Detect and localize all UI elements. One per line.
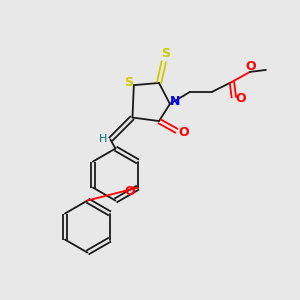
Text: O: O (236, 92, 246, 105)
Text: O: O (246, 60, 256, 74)
Text: N: N (170, 95, 180, 108)
Text: O: O (124, 185, 135, 198)
Text: S: S (161, 47, 170, 60)
Text: S: S (124, 76, 134, 88)
Text: O: O (179, 126, 189, 139)
Text: H: H (99, 134, 108, 144)
